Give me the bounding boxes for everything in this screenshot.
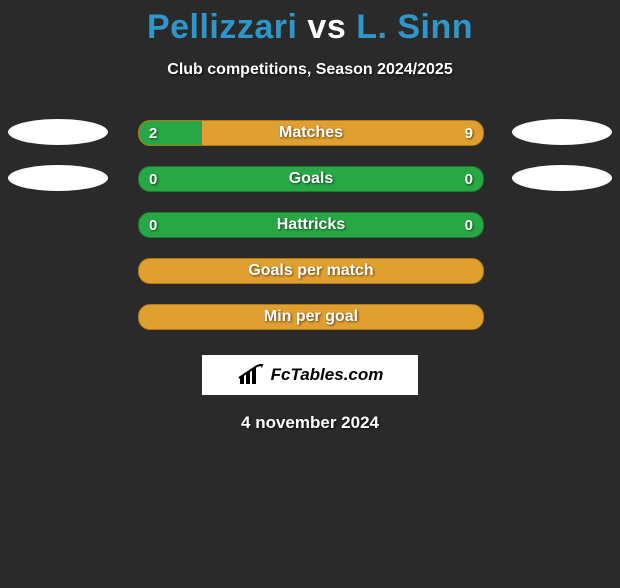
comparison-title: Pellizzari vs L. Sinn xyxy=(0,8,620,47)
player1-badge xyxy=(8,165,108,191)
season-subtitle: Club competitions, Season 2024/2025 xyxy=(0,61,620,79)
vs-text: vs xyxy=(307,8,346,46)
stat-bar: Matches2 9 xyxy=(138,120,484,146)
stat-value-left: 2 xyxy=(139,121,167,145)
stat-row: Min per goal xyxy=(0,303,620,329)
stat-value-right: 0 xyxy=(455,167,483,191)
stat-label: Hattricks xyxy=(139,213,483,237)
stat-label: Goals xyxy=(139,167,483,191)
stat-value-right: 9 xyxy=(455,121,483,145)
brand-text: FcTables.com xyxy=(271,365,384,385)
stat-value-left: 0 xyxy=(139,167,167,191)
player2-name: L. Sinn xyxy=(356,8,473,46)
stat-label: Goals per match xyxy=(139,259,483,283)
stat-row: Matches2 9 xyxy=(0,119,620,145)
date-text: 4 november 2024 xyxy=(0,413,620,433)
stat-row: Goals per match xyxy=(0,257,620,283)
stat-row: Hattricks0 0 xyxy=(0,211,620,237)
brand-footer-box: FcTables.com xyxy=(202,355,418,395)
stats-rows: Matches29Goals00Hattricks00Goals per mat… xyxy=(0,119,620,329)
stat-bar: Min per goal xyxy=(138,304,484,330)
stat-row: Goals0 0 xyxy=(0,165,620,191)
player2-badge xyxy=(512,119,612,145)
chart-icon xyxy=(237,364,265,386)
player1-name: Pellizzari xyxy=(147,8,298,46)
stat-label: Matches xyxy=(139,121,483,145)
stat-label: Min per goal xyxy=(139,305,483,329)
stat-bar: Hattricks0 0 xyxy=(138,212,484,238)
stat-value-right: 0 xyxy=(455,213,483,237)
stat-bar: Goals0 0 xyxy=(138,166,484,192)
stat-bar: Goals per match xyxy=(138,258,484,284)
player1-badge xyxy=(8,119,108,145)
player2-badge xyxy=(512,165,612,191)
stat-value-left: 0 xyxy=(139,213,167,237)
